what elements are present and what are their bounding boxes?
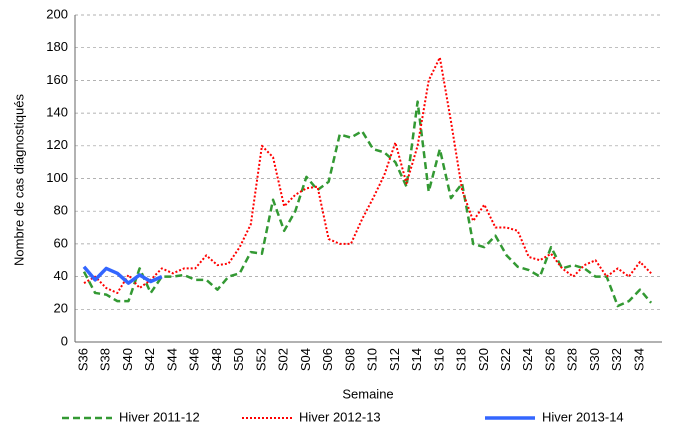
x-tick-label: S34 <box>631 348 646 371</box>
y-tick-label: 80 <box>54 203 68 218</box>
y-tick-label: 60 <box>54 235 68 250</box>
x-tick-label: S26 <box>542 348 557 371</box>
x-tick-label: S10 <box>365 348 380 371</box>
y-tick-label: 120 <box>46 137 68 152</box>
series-line <box>82 265 163 285</box>
y-tick-label: 160 <box>46 72 68 87</box>
y-axis-label: Nombre de cas diagnostiqués <box>11 94 26 266</box>
x-axis-label: Semaine <box>342 386 393 401</box>
x-tick-label: S40 <box>120 348 135 371</box>
x-tick-label: S20 <box>476 348 491 371</box>
x-tick-label: S12 <box>387 348 402 371</box>
x-tick-label: S14 <box>409 348 424 371</box>
x-tick-label: S36 <box>75 348 90 371</box>
x-tick-label: S16 <box>431 348 446 371</box>
series-line <box>83 56 652 294</box>
y-tick-label: 40 <box>54 268 68 283</box>
y-tick-label: 140 <box>46 105 68 120</box>
x-tick-label: S30 <box>587 348 602 371</box>
y-tick-label: 200 <box>46 6 68 21</box>
x-tick-label: S48 <box>209 348 224 371</box>
x-tick-label: S06 <box>320 348 335 371</box>
x-tick-label: S22 <box>498 348 513 371</box>
x-tick-label: S24 <box>520 348 535 371</box>
y-tick-label: 180 <box>46 39 68 54</box>
x-tick-label: S38 <box>98 348 113 371</box>
series-line <box>82 100 653 308</box>
y-tick-label: 20 <box>54 301 68 316</box>
x-tick-label: S04 <box>298 348 313 371</box>
x-tick-label: S02 <box>276 348 291 371</box>
legend-label: Hiver 2013-14 <box>542 409 624 424</box>
legend-label: Hiver 2012-13 <box>299 409 381 424</box>
x-tick-label: S28 <box>565 348 580 371</box>
x-tick-label: S52 <box>253 348 268 371</box>
x-tick-label: S08 <box>342 348 357 371</box>
x-tick-label: S46 <box>187 348 202 371</box>
y-tick-label: 0 <box>61 333 68 348</box>
x-tick-label: S42 <box>142 348 157 371</box>
x-tick-label: S50 <box>231 348 246 371</box>
legend-label: Hiver 2011-12 <box>119 409 200 424</box>
x-tick-label: S32 <box>609 348 624 371</box>
x-tick-label: S18 <box>454 348 469 371</box>
x-tick-label: S44 <box>164 348 179 371</box>
y-tick-label: 100 <box>46 170 68 185</box>
